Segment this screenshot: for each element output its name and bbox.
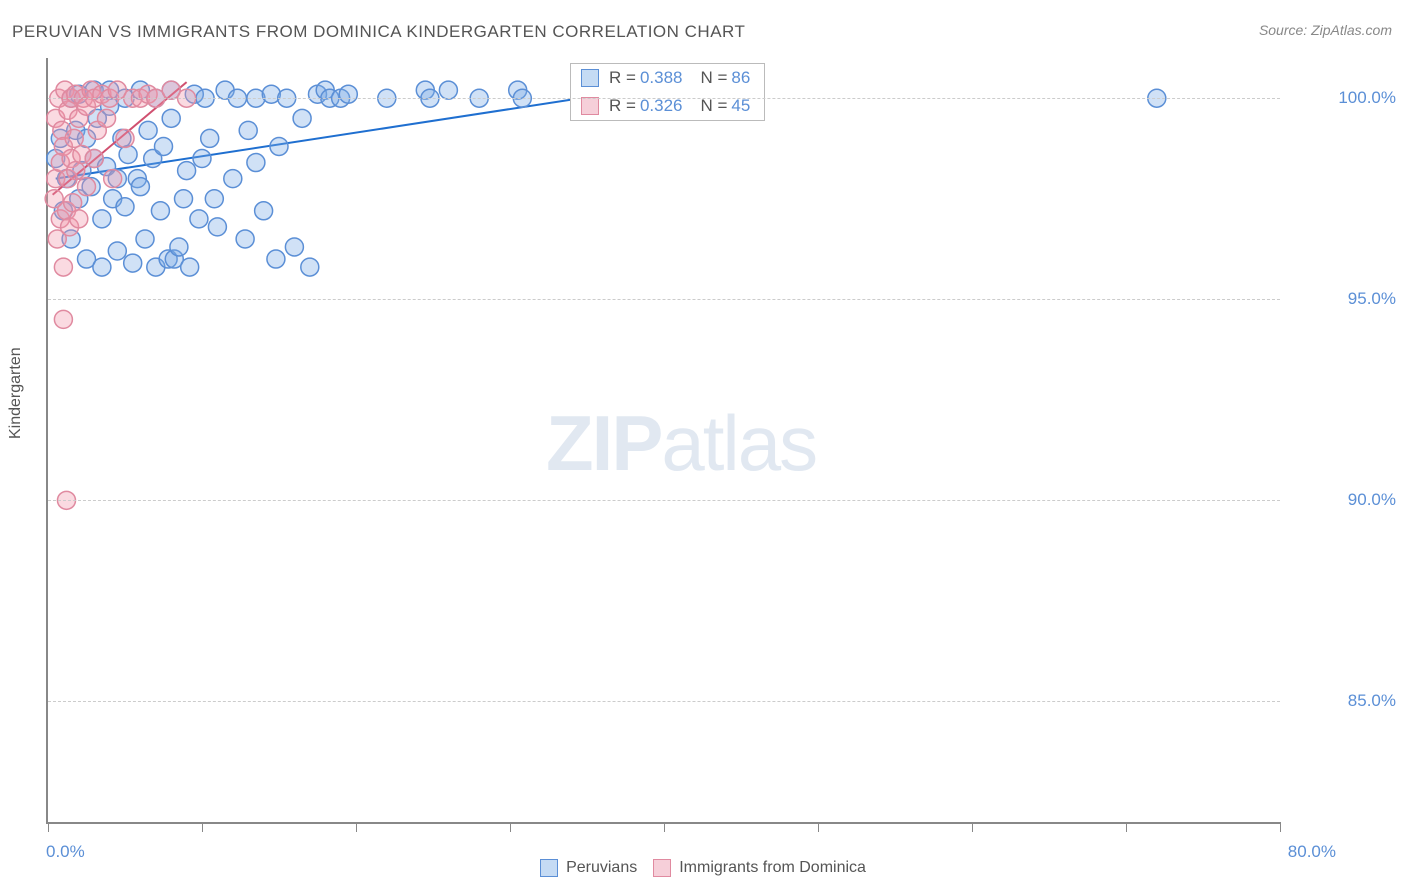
gridline xyxy=(48,701,1280,702)
data-point xyxy=(139,121,157,139)
data-point xyxy=(151,202,169,220)
source-attribution: Source: ZipAtlas.com xyxy=(1259,22,1392,38)
n-value: 86 xyxy=(731,68,750,88)
x-tick xyxy=(818,822,819,832)
data-point xyxy=(64,194,82,212)
x-tick xyxy=(1126,822,1127,832)
stats-swatch xyxy=(581,69,599,87)
chart-container: PERUVIAN VS IMMIGRANTS FROM DOMINICA KIN… xyxy=(0,0,1406,892)
data-point xyxy=(247,154,265,172)
data-point xyxy=(178,162,196,180)
y-axis-label: Kindergarten xyxy=(7,347,25,439)
data-point xyxy=(193,150,211,168)
data-point xyxy=(301,258,319,276)
gridline xyxy=(48,500,1280,501)
data-point xyxy=(108,242,126,260)
stats-swatch xyxy=(581,97,599,115)
x-tick xyxy=(356,822,357,832)
data-point xyxy=(293,109,311,127)
legend-swatch xyxy=(540,859,558,877)
stats-row: R =0.326N =45 xyxy=(571,92,764,120)
gridline xyxy=(48,98,1280,99)
y-tick-label: 90.0% xyxy=(1296,490,1396,510)
data-point xyxy=(181,258,199,276)
data-point xyxy=(65,129,83,147)
n-label: N = xyxy=(700,68,727,88)
legend-label: Peruvians xyxy=(566,859,637,877)
y-tick-label: 100.0% xyxy=(1296,88,1396,108)
legend-swatch xyxy=(653,859,671,877)
data-point xyxy=(205,190,223,208)
data-point xyxy=(119,146,137,164)
watermark: ZIPatlas xyxy=(546,398,816,489)
r-value: 0.388 xyxy=(640,68,683,88)
data-point xyxy=(116,129,134,147)
data-point xyxy=(170,238,188,256)
data-point xyxy=(201,129,219,147)
data-point xyxy=(124,254,142,272)
data-point xyxy=(93,210,111,228)
data-point xyxy=(78,178,96,196)
stats-row: R =0.388 N =86 xyxy=(571,64,764,92)
plot-area: ZIPatlas R =0.388N =86R =0.326N =45 85.0… xyxy=(46,58,1280,824)
x-tick xyxy=(48,822,49,832)
data-point xyxy=(70,210,88,228)
chart-legend: Peruvians Immigrants from Dominica xyxy=(0,859,1406,882)
data-point xyxy=(104,170,122,188)
data-point xyxy=(85,150,103,168)
data-point xyxy=(239,121,257,139)
data-point xyxy=(155,137,173,155)
data-point xyxy=(236,230,254,248)
legend-item: Peruvians xyxy=(540,859,637,877)
data-point xyxy=(162,109,180,127)
data-point xyxy=(93,258,111,276)
data-point xyxy=(208,218,226,236)
data-point xyxy=(285,238,303,256)
x-tick xyxy=(510,822,511,832)
data-point xyxy=(175,190,193,208)
data-point xyxy=(116,198,134,216)
data-point xyxy=(224,170,242,188)
data-point xyxy=(267,250,285,268)
data-point xyxy=(54,310,72,328)
data-point xyxy=(136,230,154,248)
gridline xyxy=(48,299,1280,300)
data-point xyxy=(270,137,288,155)
x-tick xyxy=(972,822,973,832)
y-tick-label: 85.0% xyxy=(1296,691,1396,711)
watermark-rest: atlas xyxy=(661,399,816,487)
x-tick xyxy=(202,822,203,832)
data-point xyxy=(339,85,357,103)
data-point xyxy=(67,162,85,180)
y-tick-label: 95.0% xyxy=(1296,289,1396,309)
data-point xyxy=(54,258,72,276)
x-tick xyxy=(1280,822,1281,832)
data-point xyxy=(190,210,208,228)
data-point xyxy=(98,109,116,127)
chart-title: PERUVIAN VS IMMIGRANTS FROM DOMINICA KIN… xyxy=(12,22,745,42)
x-tick xyxy=(664,822,665,832)
r-label: R = xyxy=(609,68,636,88)
legend-item: Immigrants from Dominica xyxy=(653,859,866,877)
data-point xyxy=(439,81,457,99)
watermark-bold: ZIP xyxy=(546,399,661,487)
correlation-stats-box: R =0.388 N =86 R =0.326N =45 xyxy=(570,63,765,121)
data-point xyxy=(131,178,149,196)
data-point xyxy=(255,202,273,220)
legend-label: Immigrants from Dominica xyxy=(679,859,866,877)
